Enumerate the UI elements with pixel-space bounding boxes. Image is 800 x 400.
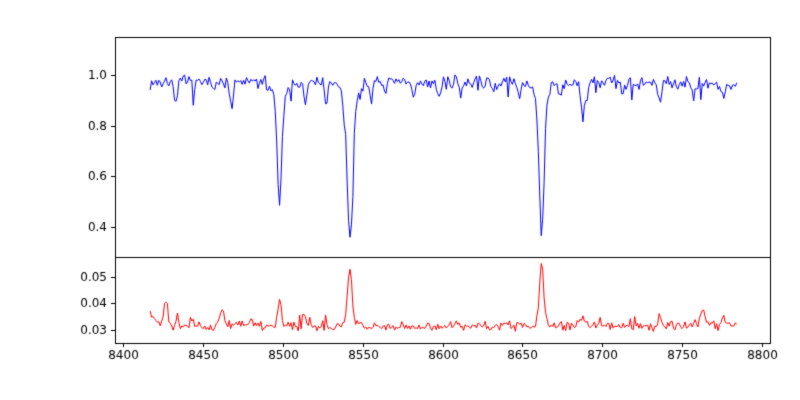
- plot-canvas: [0, 0, 800, 400]
- figure-container: 20060607_1202m33_003 Spectrum Error Wave…: [0, 0, 800, 400]
